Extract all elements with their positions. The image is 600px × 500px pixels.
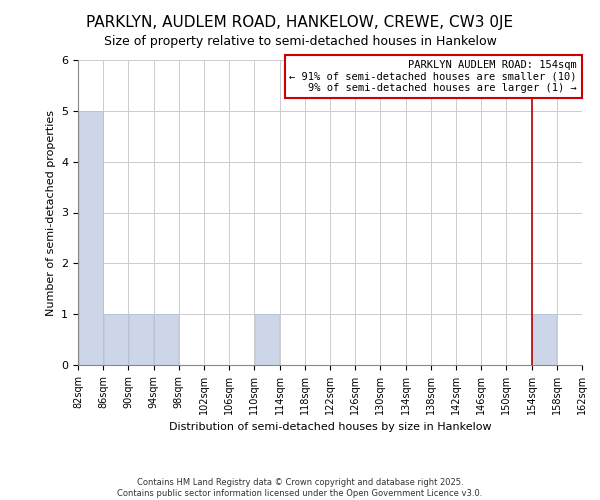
Text: PARKLYN, AUDLEM ROAD, HANKELOW, CREWE, CW3 0JE: PARKLYN, AUDLEM ROAD, HANKELOW, CREWE, C… bbox=[86, 15, 514, 30]
Text: PARKLYN AUDLEM ROAD: 154sqm
← 91% of semi-detached houses are smaller (10)
9% of: PARKLYN AUDLEM ROAD: 154sqm ← 91% of sem… bbox=[289, 60, 577, 93]
Bar bbox=[104, 314, 128, 365]
Bar bbox=[255, 314, 279, 365]
Bar bbox=[79, 111, 103, 365]
Y-axis label: Number of semi-detached properties: Number of semi-detached properties bbox=[46, 110, 56, 316]
Bar bbox=[532, 314, 556, 365]
Text: Size of property relative to semi-detached houses in Hankelow: Size of property relative to semi-detach… bbox=[104, 35, 496, 48]
Bar bbox=[129, 314, 153, 365]
X-axis label: Distribution of semi-detached houses by size in Hankelow: Distribution of semi-detached houses by … bbox=[169, 422, 491, 432]
Bar bbox=[154, 314, 178, 365]
Text: Contains HM Land Registry data © Crown copyright and database right 2025.
Contai: Contains HM Land Registry data © Crown c… bbox=[118, 478, 482, 498]
